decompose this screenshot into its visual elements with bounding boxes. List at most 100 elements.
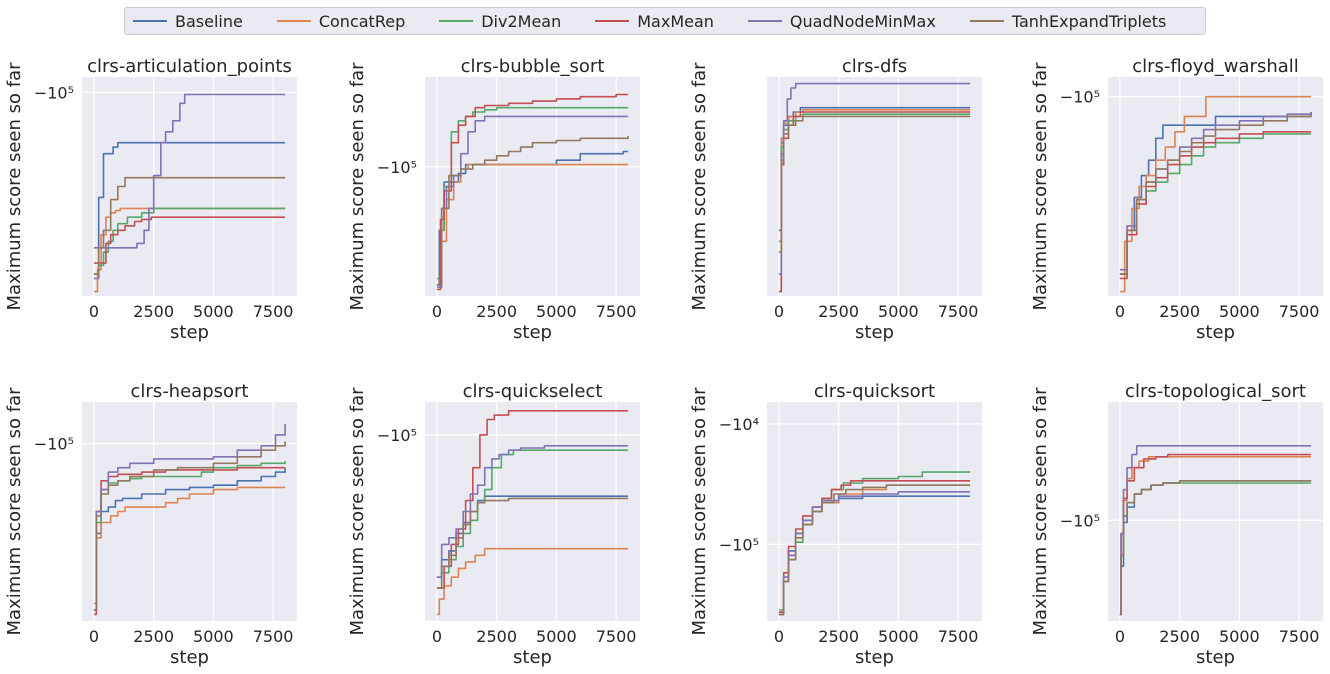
series-line-tanhexpandtriplets: [436, 136, 629, 286]
legend-label: MaxMean: [637, 11, 714, 31]
y-axis-label: Maximum score seen so far: [689, 62, 710, 311]
legend-item-concatrep: ConcatRep: [276, 11, 406, 31]
series-line-maxmean: [93, 216, 286, 264]
series-line-tanhexpandtriplets: [778, 484, 971, 616]
y-tick-label: −10⁵: [1060, 511, 1100, 530]
y-tick-label: −10⁵: [34, 435, 74, 454]
x-tick-label: 2500: [133, 302, 174, 321]
x-tick-label: 7500: [938, 627, 979, 646]
x-tick-label: 5000: [1219, 627, 1260, 646]
x-axis-label: step: [855, 647, 894, 668]
series-line-maxmean: [436, 93, 629, 291]
y-axis-label: Maximum score seen so far: [347, 62, 368, 311]
y-axis-label: Maximum score seen so far: [1030, 62, 1051, 311]
legend: Baseline ConcatRep Div2Mean MaxMean Quad…: [124, 7, 1206, 35]
x-tick-label: 2500: [133, 627, 174, 646]
x-tick-label: 7500: [1279, 302, 1320, 321]
chart-title: clrs-quicksort: [814, 381, 935, 402]
legend-item-div2mean: Div2Mean: [439, 12, 561, 31]
legend-label: Div2Mean: [481, 11, 562, 31]
x-axis-label: step: [1196, 647, 1235, 668]
legend-label: ConcatRep: [318, 11, 406, 31]
legend-swatch: [969, 20, 1004, 22]
series-line-concatrep: [93, 486, 286, 605]
x-axis-label: step: [1196, 322, 1235, 343]
x-tick-label: 2500: [476, 302, 517, 321]
chart-panel-clrs-articulation-points: 0 2500 5000 7500 −10⁵ clrs-articulation_point…: [4, 56, 297, 343]
legend-label: TanhExpandTriplets: [1011, 11, 1167, 31]
x-tick-label: 2500: [818, 302, 859, 321]
x-tick-label: 7500: [596, 627, 637, 646]
x-tick-label: 7500: [253, 627, 294, 646]
legend-swatch: [595, 20, 630, 22]
series-line-baseline: [93, 141, 286, 280]
series-line-maxmean: [436, 410, 629, 589]
y-axis-label: Maximum score seen so far: [1030, 387, 1051, 636]
x-tick-label: 0: [1115, 627, 1125, 646]
series-line-tanhexpandtriplets: [93, 441, 286, 611]
x-tick-label: 7500: [253, 302, 294, 321]
legend-item-maxmean: MaxMean: [595, 12, 714, 31]
series-line-concatrep: [436, 547, 629, 616]
chart-panel-clrs-heapsort: 0 2500 5000 7500 −10⁵ clrs-heapsort step Maximu…: [4, 381, 297, 668]
x-axis-label: step: [170, 322, 209, 343]
series-line-quadnodeminmax: [93, 93, 286, 249]
legend-swatch: [133, 20, 167, 22]
x-tick-label: 0: [89, 302, 99, 321]
x-tick-label: 2500: [1159, 627, 1200, 646]
x-tick-label: 5000: [193, 302, 234, 321]
x-tick-label: 5000: [536, 627, 577, 646]
series-line-tanhexpandtriplets: [778, 115, 971, 253]
chart-panel-clrs-dfs: 0 2500 5000 7500 clrs-dfs step Maximum score s…: [689, 56, 982, 343]
legend-swatch: [439, 20, 474, 22]
legend-swatch: [747, 20, 782, 22]
legend-item-baseline: Baseline: [133, 12, 243, 31]
chart-panel-clrs-floyd-warshall: 0 2500 5000 7500 −10⁵ clrs-floyd_warshallstep…: [1030, 56, 1323, 343]
x-tick-label: 0: [432, 302, 442, 321]
x-axis-label: step: [513, 322, 552, 343]
x-tick-label: 7500: [1279, 627, 1320, 646]
series-line-tanhexpandtriplets: [436, 497, 629, 589]
y-axis-label: Maximum score seen so far: [4, 62, 25, 311]
chart-title: clrs-topological_sort: [1125, 381, 1306, 402]
chart-title: clrs-dfs: [842, 56, 907, 77]
x-tick-label: 5000: [878, 627, 919, 646]
series-line-div2mean: [436, 106, 629, 280]
legend-swatch: [276, 20, 311, 22]
series-line-baseline: [93, 467, 286, 611]
plot-area: [1108, 402, 1323, 621]
x-tick-label: 0: [89, 627, 99, 646]
x-tick-label: 2500: [1159, 302, 1200, 321]
y-tick-label: −10⁵: [377, 158, 417, 177]
x-tick-label: 2500: [476, 627, 517, 646]
chart-title: clrs-articulation_points: [87, 56, 292, 77]
x-tick-label: 2500: [818, 627, 859, 646]
x-tick-label: 0: [432, 627, 442, 646]
y-tick-label: −10⁵: [34, 83, 74, 102]
chart-panel-clrs-quicksort: 0 2500 5000 7500 −10⁴ −10⁵ clrs-quicksort step M…: [689, 381, 982, 668]
series-line-tanhexpandtriplets: [1119, 112, 1312, 275]
series-line-tanhexpandtriplets: [93, 176, 286, 275]
series-line-quadnodeminmax: [1119, 445, 1312, 616]
x-tick-label: 5000: [536, 302, 577, 321]
legend-item-quadnodeminmax: QuadNodeMinMax: [747, 11, 936, 31]
x-tick-label: 0: [774, 627, 784, 646]
chart-title: clrs-heapsort: [131, 381, 249, 402]
x-axis-label: step: [855, 322, 894, 343]
y-tick-label: −10⁵: [719, 535, 759, 554]
x-tick-label: 7500: [596, 302, 637, 321]
chart-panel-clrs-quickselect: 0 2500 5000 7500 −10⁵ clrs-quickselect step Max…: [347, 381, 640, 668]
y-tick-label: −10⁵: [1060, 88, 1100, 107]
chart-title: clrs-quickselect: [463, 381, 603, 402]
series-line-div2mean: [93, 207, 286, 275]
x-tick-label: 0: [774, 302, 784, 321]
x-tick-label: 5000: [878, 302, 919, 321]
chart-title: clrs-bubble_sort: [461, 56, 605, 77]
chart-title: clrs-floyd_warshall: [1132, 56, 1299, 77]
y-axis-label: Maximum score seen so far: [689, 387, 710, 636]
legend-label: Baseline: [175, 11, 243, 31]
legend-label: QuadNodeMinMax: [789, 11, 936, 31]
y-axis-label: Maximum score seen so far: [347, 387, 368, 636]
